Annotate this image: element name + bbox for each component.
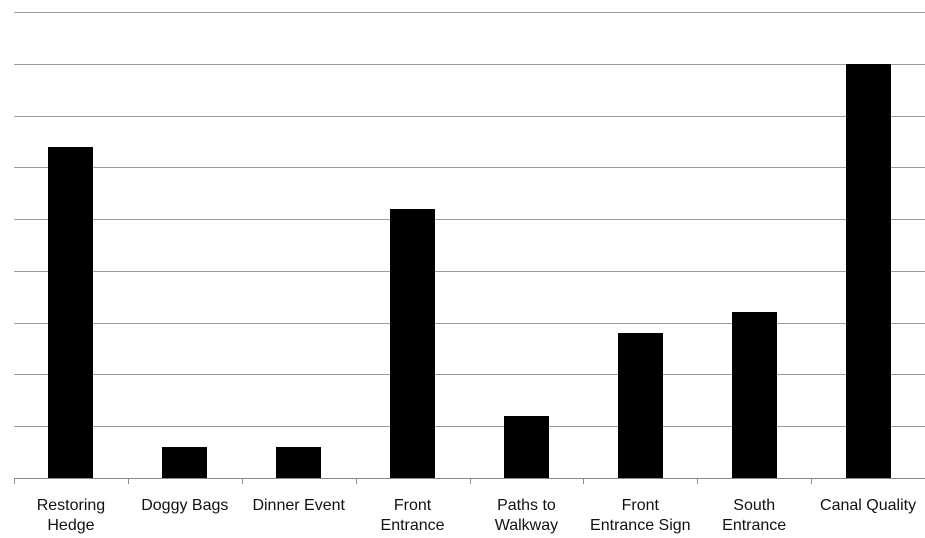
x-tick-label-line: Entrance — [722, 517, 786, 534]
x-axis — [14, 478, 925, 484]
x-tick-label-line: Restoring — [37, 497, 105, 514]
x-tick-label-line: South — [733, 497, 775, 514]
bar — [504, 416, 549, 478]
x-tick-label: Doggy Bags — [141, 497, 228, 514]
x-tick-label-line: Doggy Bags — [141, 497, 228, 514]
bar — [618, 333, 663, 478]
x-tick-label-line: Hedge — [47, 517, 94, 534]
x-tick-label-line: Walkway — [495, 517, 558, 534]
bar — [48, 147, 93, 478]
x-tick-label-line: Dinner Event — [252, 497, 345, 514]
bar — [390, 209, 435, 478]
x-tick-label-line: Front — [394, 497, 432, 514]
bar — [162, 447, 207, 478]
x-tick-label: Front Entrance Sign — [590, 497, 691, 534]
x-tick-label-line: Entrance — [381, 517, 445, 534]
x-tick-label: Restoring Hedge — [37, 497, 105, 534]
category-labels: Restoring Hedge Doggy Bags Dinner Event Fron… — [37, 497, 916, 534]
bars — [48, 64, 891, 478]
bar — [732, 312, 777, 478]
bar — [276, 447, 321, 478]
x-tick-label: Canal Quality — [820, 497, 916, 514]
x-tick-label-line: Canal Quality — [820, 497, 916, 514]
x-tick-label: Dinner Event — [252, 497, 345, 514]
x-tick-label: Front Entrance — [381, 497, 445, 534]
x-tick-label: Paths to Walkway — [495, 497, 558, 534]
x-tick-label-line: Front — [622, 497, 660, 514]
x-tick-label: South Entrance — [722, 497, 786, 534]
x-tick-label-line: Paths to — [497, 497, 556, 514]
gridlines — [14, 12, 925, 427]
x-tick-label-line: Entrance Sign — [590, 517, 691, 534]
bar — [846, 64, 891, 478]
